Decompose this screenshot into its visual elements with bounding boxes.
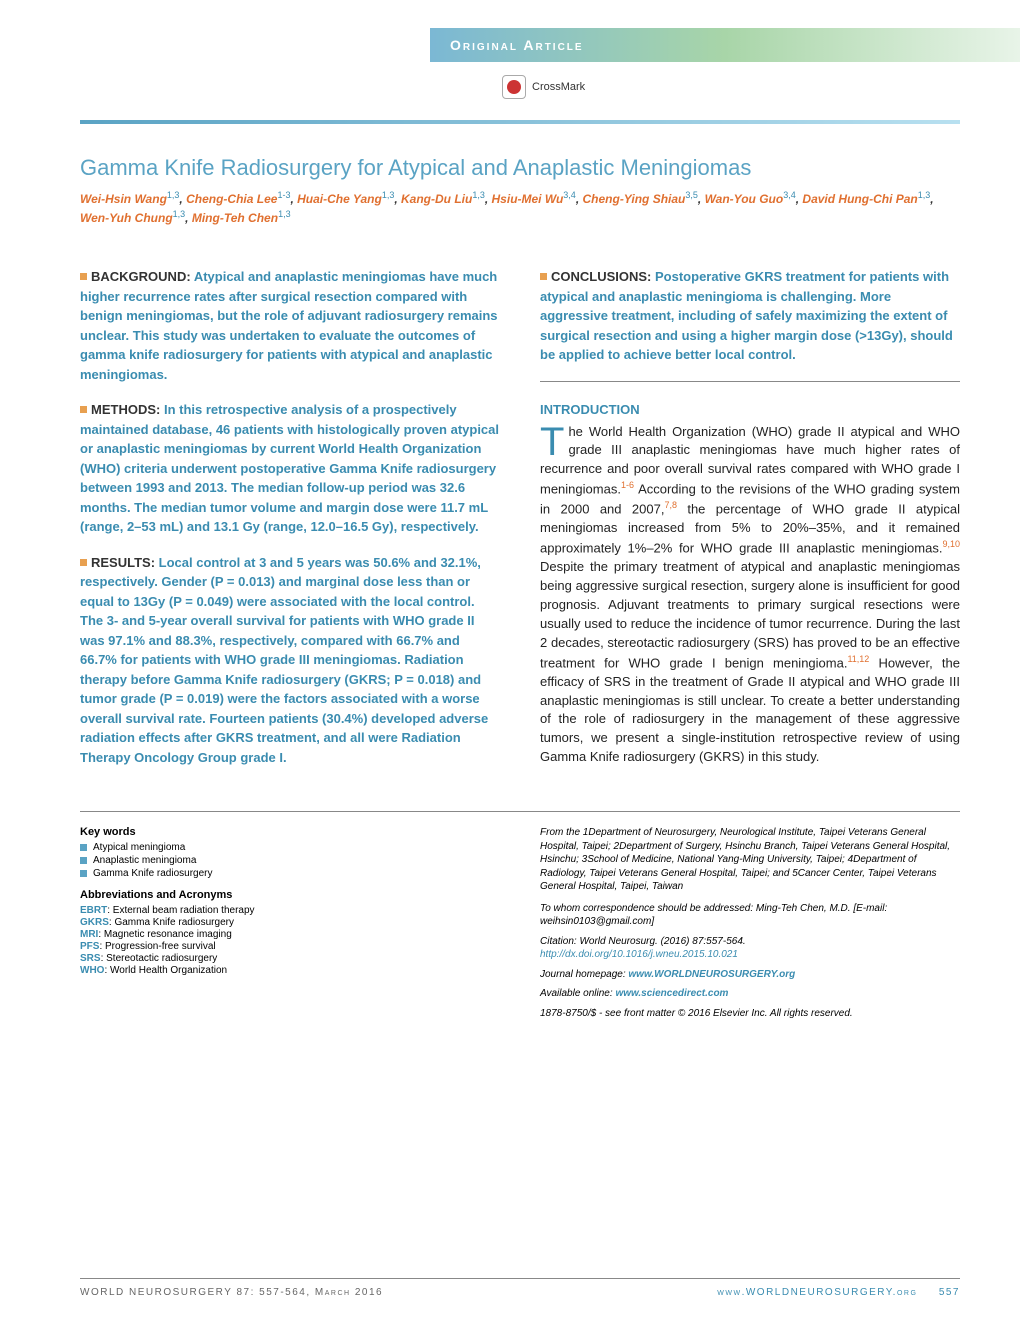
main-content: Gamma Knife Radiosurgery for Atypical an… [80,155,960,1026]
top-rule [80,120,960,124]
copyright-line: 1878-8750/$ - see front matter © 2016 El… [540,1007,960,1021]
page-number: 557 [939,1287,960,1298]
available-line: Available online: www.sciencedirect.com [540,987,960,1001]
available-label: Available online: [540,988,615,999]
available-link[interactable]: www.sciencedirect.com [615,988,728,999]
conclusions-label: CONCLUSIONS: [551,269,651,284]
abstract-left-col: BACKGROUND: Atypical and anaplastic meni… [80,267,500,783]
results-text: Local control at 3 and 5 years was 50.6%… [80,555,488,765]
article-title: Gamma Knife Radiosurgery for Atypical an… [80,155,960,181]
author-list: Wei-Hsin Wang1,3, Cheng-Chia Lee1-3, Hua… [80,189,960,227]
citation-line: Citation: World Neurosurg. (2016) 87:557… [540,935,960,962]
introduction-heading: INTRODUCTION [540,402,960,417]
footer-info-grid: Key words Atypical meningioma Anaplastic … [80,826,960,1026]
abstract-divider [540,381,960,382]
keyword-item: Gamma Knife radiosurgery [80,868,500,879]
homepage-link[interactable]: www.WORLDNEUROSURGERY.org [628,969,795,980]
bullet-icon [80,870,87,877]
homepage-label: Journal homepage: [540,969,628,980]
abbreviation-item: WHO: World Health Organization [80,965,500,976]
affiliations: From the 1Department of Neurosurgery, Ne… [540,826,960,894]
abbreviation-item: GKRS: Gamma Knife radiosurgery [80,917,500,928]
abbreviation-item: SRS: Stereotactic radiosurgery [80,953,500,964]
abstract-right-col: CONCLUSIONS: Postoperative GKRS treatmen… [540,267,960,783]
keyword-item: Anaplastic meningioma [80,855,500,866]
methods-label: METHODS: [91,402,160,417]
abstract-columns: BACKGROUND: Atypical and anaplastic meni… [80,267,960,783]
footer-right: www.WORLDNEUROSURGERY.org 557 [717,1287,960,1298]
abstract-conclusions: CONCLUSIONS: Postoperative GKRS treatmen… [540,267,960,365]
page-footer: WORLD NEUROSURGERY 87: 557-564, March 20… [80,1278,960,1298]
keywords-column: Key words Atypical meningioma Anaplastic … [80,826,500,1026]
footer-left: WORLD NEUROSURGERY 87: 557-564, March 20… [80,1287,383,1298]
citation-text: Citation: World Neurosurg. (2016) 87:557… [540,936,746,947]
abbreviation-item: MRI: Magnetic resonance imaging [80,929,500,940]
header-band: Original Article [430,28,1020,62]
keywords-list: Atypical meningioma Anaplastic meningioma… [80,842,500,879]
correspondence: To whom correspondence should be address… [540,902,960,929]
keywords-heading: Key words [80,826,500,838]
article-type-label: Original Article [450,37,584,53]
footer-url[interactable]: www.WORLDNEUROSURGERY.org [717,1287,917,1298]
results-label: RESULTS: [91,555,155,570]
meta-column: From the 1Department of Neurosurgery, Ne… [540,826,960,1026]
background-label: BACKGROUND: [91,269,191,284]
keyword-item: Atypical meningioma [80,842,500,853]
abstract-background: BACKGROUND: Atypical and anaplastic meni… [80,267,500,384]
abstract-results: RESULTS: Local control at 3 and 5 years … [80,553,500,768]
homepage-line: Journal homepage: www.WORLDNEUROSURGERY.… [540,968,960,982]
abbreviation-item: PFS: Progression-free survival [80,941,500,952]
background-text: Atypical and anaplastic meningiomas have… [80,269,498,382]
bullet-icon [80,857,87,864]
bottom-divider [80,811,960,812]
abbreviation-item: EBRT: External beam radiation therapy [80,905,500,916]
crossmark-icon [502,75,526,99]
abstract-methods: METHODS: In this retrospective analysis … [80,400,500,537]
bullet-icon [80,844,87,851]
abbreviations-list: EBRT: External beam radiation therapyGKR… [80,905,500,976]
doi-link[interactable]: http://dx.doi.org/10.1016/j.wneu.2015.10… [540,949,738,960]
introduction-body: The World Health Organization (WHO) grad… [540,423,960,768]
crossmark-badge[interactable]: CrossMark [502,75,585,99]
methods-text: In this retrospective analysis of a pros… [80,402,499,534]
crossmark-text: CrossMark [532,81,585,93]
abbreviations-heading: Abbreviations and Acronyms [80,889,500,901]
